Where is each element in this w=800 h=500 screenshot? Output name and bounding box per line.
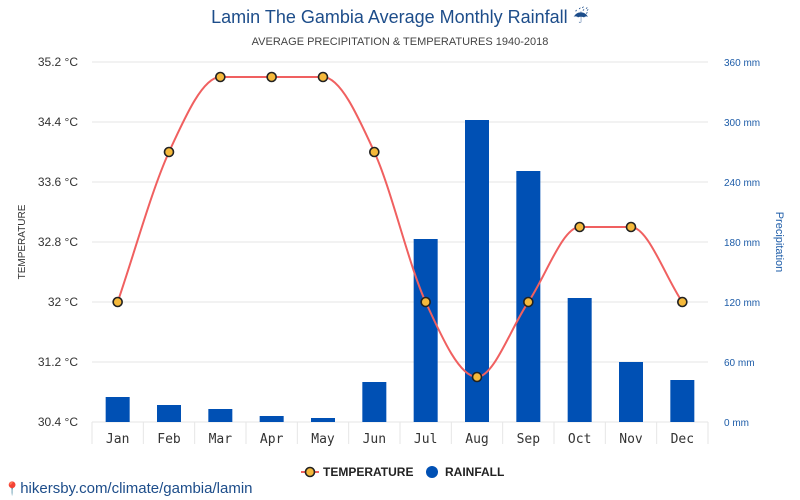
rainfall-bar	[516, 171, 541, 422]
x-tick-label: Mar	[209, 432, 233, 447]
temperature-point	[369, 146, 380, 158]
y-left-tick-label: 32.8 °C	[38, 235, 78, 249]
y-right-tick-label: 120 mm	[724, 298, 760, 309]
temperature-point	[625, 221, 637, 233]
temperature-line	[112, 71, 688, 383]
footer-link[interactable]: 📍hikersby.com/climate/gambia/lamin	[4, 480, 253, 497]
chart-title-text: Lamin The Gambia Average Monthly Rainfal…	[211, 7, 568, 27]
temperature-point	[266, 71, 277, 83]
y-right-axis-label: Precipitation	[773, 212, 785, 273]
grid-lines	[91, 61, 709, 444]
y-right-tick-label: 300 mm	[724, 118, 760, 129]
y-left-tick-label: 35.2 °C	[38, 55, 78, 69]
rainfall-bar	[413, 239, 438, 422]
rainfall-bar	[362, 382, 387, 422]
x-tick-label: Oct	[568, 432, 591, 447]
footer-link-text[interactable]: hikersby.com/climate/gambia/lamin	[20, 480, 253, 497]
rainfall-bar	[208, 409, 233, 422]
legend-temperature-label: TEMPERATURE	[323, 465, 413, 479]
legend-rainfall-marker	[426, 466, 438, 478]
temperature-point	[574, 221, 585, 233]
x-tick-label: May	[311, 432, 335, 447]
umbrella-rain-icon: ☔	[572, 7, 589, 27]
temperature-point	[471, 371, 483, 383]
y-left-tick-label: 34.4 °C	[38, 115, 78, 129]
rainfall-bar	[259, 416, 284, 422]
chart-subtitle: AVERAGE PRECIPITATION & TEMPERATURES 194…	[251, 36, 549, 48]
y-left-tick-label: 31.2 °C	[38, 355, 78, 369]
chart-title: Lamin The Gambia Average Monthly Rainfal…	[0, 7, 800, 28]
x-tick-label: Jan	[106, 432, 129, 447]
temperature-point	[215, 71, 226, 83]
x-tick-label: Aug	[465, 432, 488, 447]
axes: 35.2 °C 360 mm 34.4 °C 300 mm 33.6 °C 240 mm 3…	[17, 55, 785, 447]
temperature-point	[112, 296, 123, 308]
y-right-tick-label: 180 mm	[724, 238, 760, 249]
temperature-point	[523, 296, 534, 308]
rainfall-bar	[567, 298, 592, 422]
y-right-tick-label: 360 mm	[724, 58, 760, 69]
x-tick-label: Feb	[157, 432, 181, 447]
x-tick-label: Dec	[671, 432, 694, 447]
rainfall-bar	[105, 397, 130, 422]
temperature-point	[317, 71, 329, 83]
y-right-tick-label: 60 mm	[724, 358, 755, 369]
x-tick-label: Jul	[414, 432, 437, 447]
rainfall-bar	[465, 120, 489, 422]
y-left-tick-label: 33.6 °C	[38, 175, 78, 189]
y-left-tick-label: 30.4 °C	[38, 415, 78, 429]
temperature-point	[163, 146, 175, 158]
y-left-tick-label: 32 °C	[48, 295, 78, 309]
rainfall-bar	[619, 362, 643, 422]
rainfall-bars	[105, 120, 695, 422]
legend-temperature-marker	[304, 466, 316, 478]
y-right-tick-label: 240 mm	[724, 178, 760, 189]
legend: TEMPERATURE RAINFALL	[301, 465, 504, 479]
temperature-point	[420, 296, 431, 308]
legend-rainfall-label: RAINFALL	[445, 465, 504, 479]
y-right-tick-label: 0 mm	[724, 418, 749, 429]
x-tick-label: Nov	[619, 432, 643, 447]
x-tick-label: Apr	[260, 432, 284, 447]
x-tick-label: Jun	[363, 432, 386, 447]
rainfall-bar	[157, 405, 181, 422]
temperature-point	[677, 296, 688, 308]
rainfall-bar	[670, 380, 695, 422]
x-tick-label: Sep	[517, 432, 541, 447]
y-left-axis-label: TEMPERATURE	[17, 204, 28, 279]
rainfall-bar	[311, 418, 335, 422]
location-pin-icon: 📍	[4, 481, 21, 496]
